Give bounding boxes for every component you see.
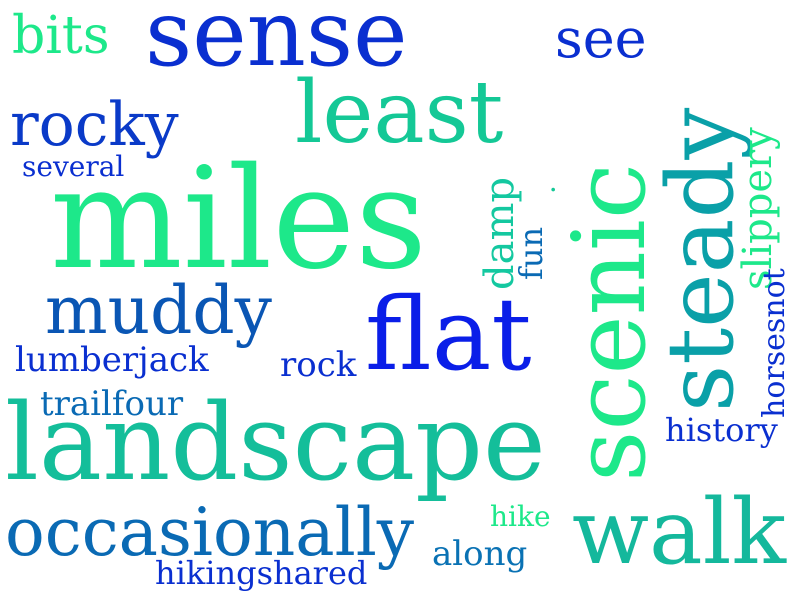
word-scenic: scenic — [551, 163, 668, 482]
word-hikingshared: hikingshared — [155, 554, 368, 592]
word-horsesnot: horsesnot — [757, 268, 792, 418]
word-lumberjack: lumberjack — [15, 340, 209, 380]
word-fun: fun — [512, 226, 550, 280]
word-hike: hike — [490, 500, 551, 533]
word-dot: · — [537, 185, 570, 194]
word-rock: rock — [280, 345, 357, 385]
word-steady: steady — [647, 107, 754, 412]
word-along: along — [432, 534, 528, 574]
word-trailfour: trailfour — [40, 384, 184, 424]
word-miles: miles — [50, 138, 428, 301]
word-bits: bits — [12, 6, 110, 66]
word-slippery: slippery — [735, 127, 781, 290]
word-walk: walk — [572, 480, 787, 585]
word-history: history — [665, 411, 778, 449]
word-flat: flat — [365, 276, 532, 393]
word-rocky: rocky — [10, 90, 179, 160]
word-muddy: muddy — [45, 272, 272, 349]
word-several: several — [22, 150, 125, 183]
word-sense: sense — [145, 0, 408, 87]
word-see: see — [555, 7, 647, 70]
word-least: least — [295, 63, 504, 163]
word-occasionally: occasionally — [5, 494, 415, 571]
word-landscape: landscape — [5, 381, 546, 504]
